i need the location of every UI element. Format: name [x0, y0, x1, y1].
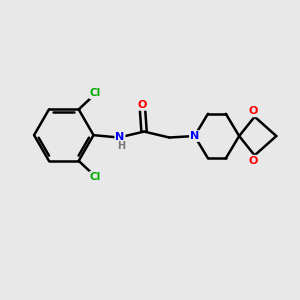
Text: N: N	[116, 132, 124, 142]
Text: O: O	[248, 156, 258, 166]
Text: H: H	[117, 141, 125, 151]
Text: O: O	[138, 100, 147, 110]
Text: O: O	[248, 106, 258, 116]
Text: N: N	[190, 131, 199, 141]
Text: Cl: Cl	[90, 172, 101, 182]
Text: Cl: Cl	[90, 88, 101, 98]
